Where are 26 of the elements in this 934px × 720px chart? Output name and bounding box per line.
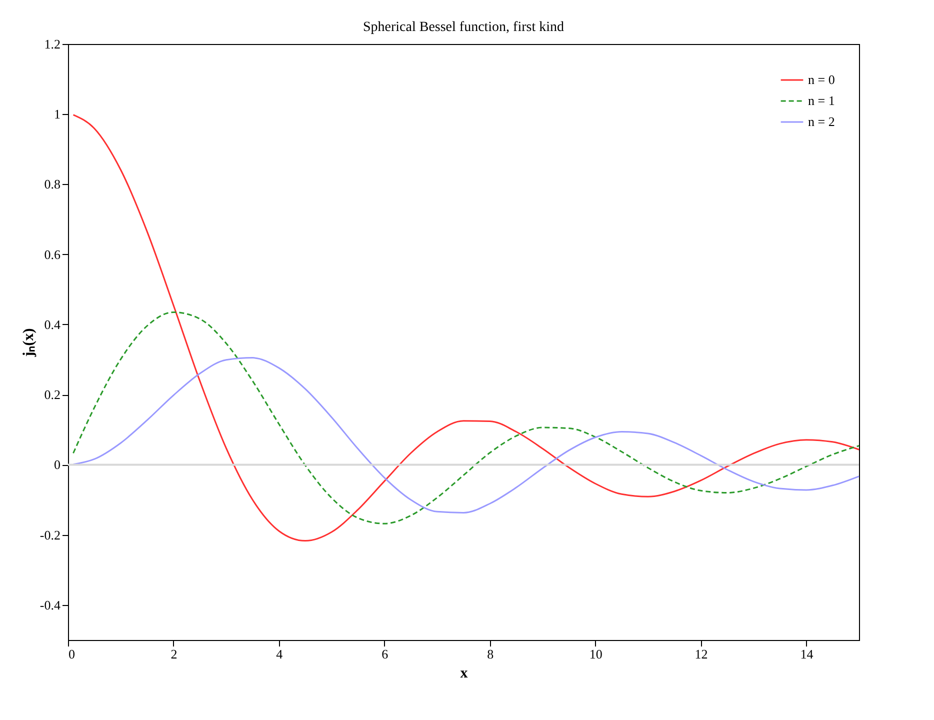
y-tick-label: 0.4 xyxy=(44,316,61,332)
y-tick-label: 1.2 xyxy=(44,36,60,52)
y-tick-label: -0.2 xyxy=(40,527,60,542)
y-tick-label: 1 xyxy=(54,106,60,122)
x-tick-label: 14 xyxy=(800,646,814,662)
x-tick-label: 6 xyxy=(382,646,389,662)
y-tick-label: 0.6 xyxy=(44,246,61,262)
y-axis-title: jₙ(x) xyxy=(20,328,37,358)
chart-title: Spherical Bessel function, first kind xyxy=(362,20,564,35)
y-tick-label: 0 xyxy=(54,457,60,472)
legend-label: n = 1 xyxy=(808,93,835,108)
x-axis-title: x xyxy=(460,666,468,682)
legend-label: n = 2 xyxy=(808,114,835,129)
legend-label: n = 0 xyxy=(808,72,835,87)
line-series xyxy=(72,311,860,524)
line-series xyxy=(72,114,860,542)
x-tick-label: 8 xyxy=(487,646,494,662)
x-tick-label: 12 xyxy=(694,646,708,662)
line-series xyxy=(72,357,860,514)
x-tick-label: 4 xyxy=(276,646,284,662)
y-tick-label: 0.2 xyxy=(44,387,60,402)
y-tick-label: -0.4 xyxy=(40,597,61,612)
y-tick-label: 0.8 xyxy=(44,176,60,192)
x-tick-label: 0 xyxy=(68,646,75,662)
x-tick-label: 2 xyxy=(170,646,178,662)
x-tick-label: 10 xyxy=(589,646,602,662)
